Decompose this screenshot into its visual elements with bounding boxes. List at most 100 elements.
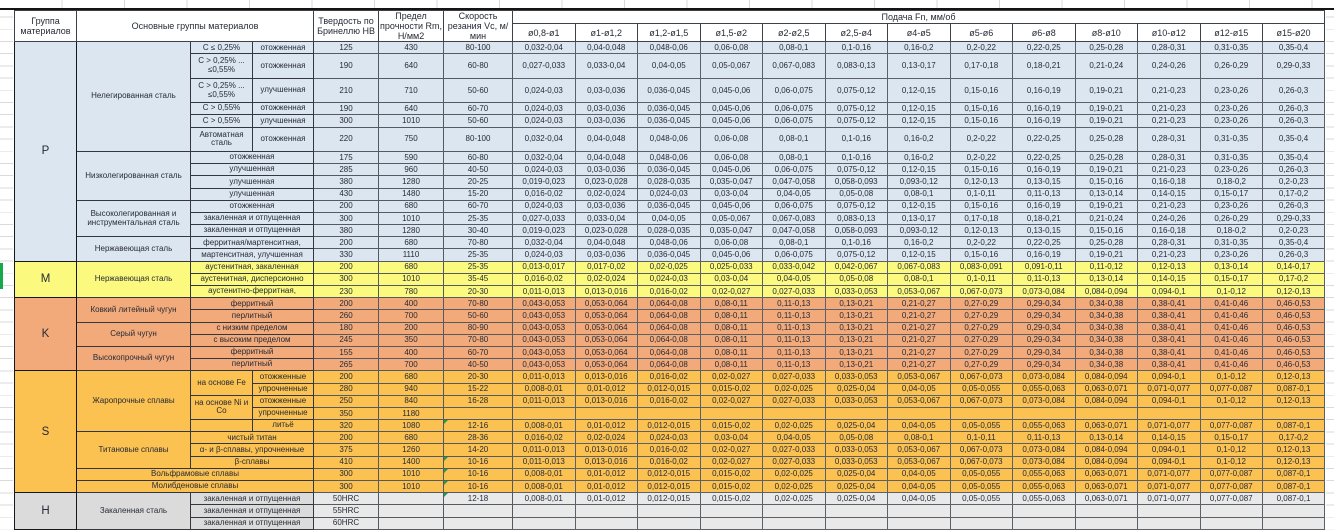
feed-cell[interactable]: 0,011-0,013	[512, 285, 576, 299]
feed-cell[interactable]: 0,053-0,067	[887, 443, 951, 457]
material-label-cell[interactable]: Нержавеющая сталь	[76, 260, 191, 299]
feed-cell[interactable]: 0,024-0,03	[512, 102, 576, 116]
speed-cell[interactable]: 15-22	[443, 382, 514, 396]
feed-cell[interactable]: 0,25-0,28	[1074, 150, 1139, 165]
feed-cell[interactable]: 0,067-0,083	[887, 260, 951, 274]
hardness-cell[interactable]: 280	[313, 382, 380, 396]
feed-cell[interactable]: 0,11-0,12	[1074, 260, 1139, 274]
feed-cell[interactable]: 0,08-0,1	[762, 150, 826, 165]
feed-cell[interactable]: 0,035-0,047	[699, 224, 764, 238]
feed-cell[interactable]: 0,073-0,084	[1012, 285, 1076, 299]
feed-cell[interactable]: 0,067-0,073	[949, 370, 1014, 384]
feed-cell[interactable]: 0,048-0,06	[637, 150, 701, 165]
feed-cell[interactable]: 0,093-0,12	[887, 175, 951, 189]
feed-cell[interactable]: 0,31-0,35	[1199, 150, 1264, 165]
feed-cell[interactable]: 0,047-0,058	[762, 175, 826, 189]
feed-cell[interactable]: 0,13-0,21	[824, 333, 889, 347]
feed-cell[interactable]: 0,073-0,084	[1012, 443, 1076, 457]
feed-cell[interactable]	[637, 516, 701, 530]
feed-cell[interactable]: 0,1-0,16	[824, 126, 889, 152]
feed-cell[interactable]: 0,05-0,08	[824, 431, 889, 445]
feed-cell[interactable]: 0,17-0,18	[949, 211, 1014, 226]
feed-cell[interactable]: 0,071-0,077	[1137, 467, 1201, 482]
strength-cell[interactable]: 430	[378, 41, 445, 55]
feed-cell[interactable]: 0,27-0,29	[949, 297, 1014, 311]
feed-cell[interactable]: 0,087-0,1	[1262, 492, 1325, 506]
feed-cell[interactable]: 0,02-0,027	[699, 370, 764, 384]
feed-cell[interactable]: 0,02-0,027	[699, 443, 764, 457]
feed-cell[interactable]: 0,064-0,08	[637, 358, 701, 372]
feed-cell[interactable]: 0,091-0,11	[1012, 260, 1076, 274]
feed-cell[interactable]: 0,15-0,17	[1199, 272, 1264, 287]
feed-cell[interactable]: 0,027-0,033	[762, 443, 826, 457]
speed-cell[interactable]: 16-28	[443, 394, 514, 408]
strength-cell[interactable]: 1010	[378, 480, 445, 494]
feed-cell[interactable]: 0,013-0,016	[574, 443, 639, 457]
feed-cell[interactable]	[949, 516, 1014, 530]
feed-cell[interactable]: 0,24-0,26	[1137, 211, 1201, 226]
feed-cell[interactable]	[1137, 406, 1201, 421]
feed-cell[interactable]: 0,011-0,013	[512, 443, 576, 457]
feed-cell[interactable]: 0,21-0,27	[887, 345, 951, 360]
feed-cell[interactable]: 0,077-0,087	[1199, 467, 1264, 482]
feed-cell[interactable]: 0,04-0,05	[762, 272, 826, 287]
feed-cell[interactable]: 0,033-0,053	[824, 394, 889, 408]
feed-cell[interactable]	[949, 406, 1014, 421]
feed-cell[interactable]: 0,058-0,093	[824, 175, 889, 189]
speed-cell[interactable]: 80-100	[443, 126, 514, 152]
material-label-cell[interactable]	[190, 419, 253, 433]
feed-cell[interactable]: 0,13-0,17	[887, 53, 951, 79]
feed-cell[interactable]: 0,05-0,055	[949, 382, 1014, 396]
feed-cell[interactable]: 0,036-0,045	[637, 163, 701, 177]
feed-cell[interactable]: 0,34-0,38	[1074, 333, 1139, 347]
feed-cell[interactable]: 0,15-0,17	[1199, 187, 1264, 201]
feed-cell[interactable]: 0,21-0,27	[887, 309, 951, 323]
feed-cell[interactable]: 0,26-0,29	[1199, 53, 1264, 79]
feed-cell[interactable]: 0,08-0,11	[699, 321, 764, 335]
feed-cell[interactable]	[1137, 516, 1201, 530]
feed-cell[interactable]	[949, 504, 1014, 518]
feed-cell[interactable]: 0,27-0,29	[949, 321, 1014, 335]
feed-cell[interactable]: 0,067-0,073	[949, 285, 1014, 299]
feed-cell[interactable]: 0,012-0,015	[637, 467, 701, 482]
header-feed-col[interactable]: ø5-ø6	[949, 23, 1014, 43]
material-label-cell[interactable]: Закаленная сталь	[76, 492, 191, 530]
feed-cell[interactable]: 0,02-0,027	[699, 394, 764, 408]
speed-cell[interactable]	[443, 406, 514, 421]
feed-cell[interactable]	[1199, 406, 1264, 421]
feed-cell[interactable]: 0,15-0,16	[1074, 224, 1139, 238]
feed-cell[interactable]: 0,04-0,048	[574, 126, 639, 152]
material-label-cell[interactable]: Ковкий литейный чугун	[76, 297, 191, 323]
hardness-cell[interactable]: 300	[313, 272, 380, 287]
group-letter-cell[interactable]: P	[14, 41, 77, 262]
material-label-cell[interactable]: аустенитная, закаленная	[189, 260, 315, 274]
feed-cell[interactable]: 0,27-0,29	[949, 309, 1014, 323]
feed-cell[interactable]: 0,16-0,19	[1012, 102, 1076, 116]
hardness-cell[interactable]: 300	[313, 114, 380, 128]
feed-cell[interactable]: 0,012-0,015	[637, 419, 701, 433]
speed-cell[interactable]: 60-70	[443, 102, 514, 116]
feed-cell[interactable]: 0,027-0,033	[762, 285, 826, 299]
feed-cell[interactable]: 0,075-0,12	[824, 77, 889, 104]
feed-cell[interactable]: 0,02-0,025	[762, 480, 826, 494]
hardness-cell[interactable]: 200	[313, 431, 380, 445]
feed-cell[interactable]: 0,27-0,29	[949, 333, 1014, 347]
hardness-cell[interactable]: 55HRC	[313, 504, 380, 518]
feed-cell[interactable]: 0,094-0,1	[1137, 285, 1201, 299]
feed-cell[interactable]: 0,033-0,053	[824, 455, 889, 469]
feed-cell[interactable]: 0,045-0,06	[699, 102, 764, 116]
material-label-cell[interactable]: C > 0,55%	[190, 102, 253, 116]
strength-cell[interactable]	[378, 516, 445, 530]
feed-cell[interactable]: 0,017-0,02	[574, 260, 639, 274]
feed-cell[interactable]: 0,26-0,29	[1199, 211, 1264, 226]
hardness-cell[interactable]: 410	[313, 455, 380, 469]
feed-cell[interactable]	[1074, 516, 1139, 530]
feed-cell[interactable]: 0,067-0,073	[949, 455, 1014, 469]
feed-cell[interactable]: 0,15-0,16	[949, 102, 1014, 116]
feed-cell[interactable]: 0,12-0,15	[887, 114, 951, 128]
material-label-cell[interactable]: Нержавеющая сталь	[76, 236, 191, 262]
header-feed-col[interactable]: ø1-ø1,2	[574, 23, 639, 43]
feed-cell[interactable]: 0,067-0,073	[949, 394, 1014, 408]
feed-cell[interactable]: 0,05-0,055	[949, 419, 1014, 433]
feed-cell[interactable]: 0,12-0,13	[1262, 394, 1325, 408]
